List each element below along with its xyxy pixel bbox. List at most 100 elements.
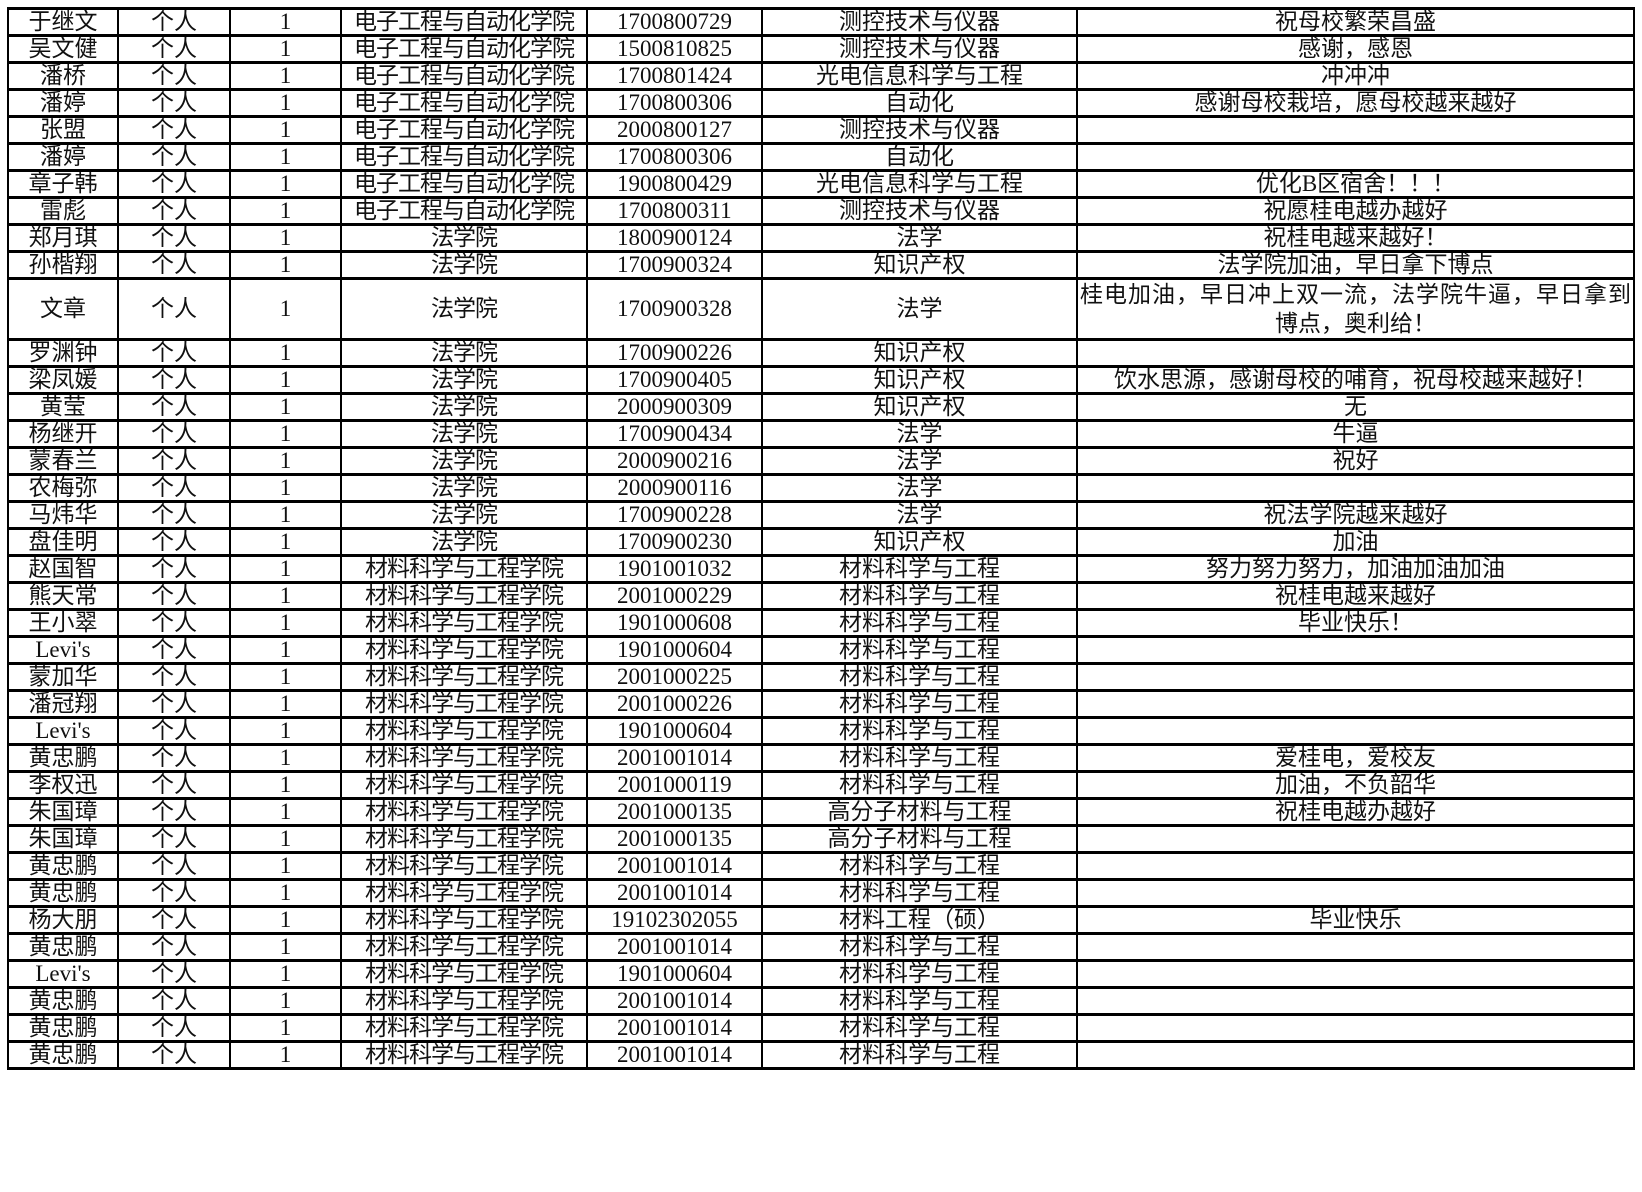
major-cell: 法学: [761, 419, 1078, 449]
college-cell: 材料科学与工程学院: [340, 986, 588, 1016]
message-cell: 祝桂电越办越好: [1076, 797, 1635, 827]
major-cell: 知识产权: [761, 338, 1078, 368]
donor-type-cell: 个人: [117, 473, 231, 503]
table-row: 熊天常 个人 1 材料科学与工程学院 2001000229 材料科学与工程 祝桂电越来越好: [7, 581, 1635, 611]
message-cell: 无: [1076, 392, 1635, 422]
table-row: 黄忠鹏 个人 1 材料科学与工程学院 2001001014 材料科学与工程 爱桂电，爱校友: [7, 743, 1635, 773]
donor-type-cell: 个人: [117, 635, 231, 665]
table-row: 蒙加华 个人 1 材料科学与工程学院 2001000225 材料科学与工程: [7, 662, 1635, 692]
college-cell: 电子工程与自动化学院: [340, 169, 588, 199]
donor-name-cell: 蒙加华: [7, 662, 119, 692]
college-cell: 电子工程与自动化学院: [340, 61, 588, 91]
college-cell: 材料科学与工程学院: [340, 635, 588, 665]
college-cell: 法学院: [340, 250, 588, 280]
message-cell: 祝母校繁荣昌盛: [1076, 7, 1635, 37]
donor-name-cell: 潘冠翔: [7, 689, 119, 719]
message-cell: 饮水思源，感谢母校的哺育，祝母校越来越好！: [1076, 365, 1635, 395]
major-cell: 法学: [761, 446, 1078, 476]
donor-type-cell: 个人: [117, 932, 231, 962]
table-row: 马炜华 个人 1 法学院 1700900228 法学 祝法学院越来越好: [7, 500, 1635, 530]
donor-type-cell: 个人: [117, 250, 231, 280]
message-cell: 爱桂电，爱校友: [1076, 743, 1635, 773]
college-cell: 材料科学与工程学院: [340, 878, 588, 908]
major-cell: 材料科学与工程: [761, 851, 1078, 881]
donor-type-cell: 个人: [117, 7, 231, 37]
message-cell: 祝愿桂电越办越好: [1076, 196, 1635, 226]
donor-name-cell: 盘佳明: [7, 527, 119, 557]
college-cell: 电子工程与自动化学院: [340, 34, 588, 64]
table-row: 朱国璋 个人 1 材料科学与工程学院 2001000135 高分子材料与工程 祝桂电越办越好: [7, 797, 1635, 827]
major-cell: 测控技术与仪器: [761, 34, 1078, 64]
major-cell: 材料科学与工程: [761, 1040, 1078, 1070]
donor-type-cell: 个人: [117, 689, 231, 719]
table-row: 朱国璋 个人 1 材料科学与工程学院 2001000135 高分子材料与工程: [7, 824, 1635, 854]
student-id-cell: 1700900228: [586, 500, 763, 530]
amount-cell: 1: [229, 473, 342, 503]
college-cell: 材料科学与工程学院: [340, 851, 588, 881]
message-cell: 祝好: [1076, 446, 1635, 476]
amount-cell: 1: [229, 932, 342, 962]
donor-name-cell: 朱国璋: [7, 797, 119, 827]
student-id-cell: 1700801424: [586, 61, 763, 91]
table-row: 潘婷 个人 1 电子工程与自动化学院 1700800306 自动化: [7, 142, 1635, 172]
college-cell: 法学院: [340, 365, 588, 395]
amount-cell: 1: [229, 716, 342, 746]
amount-cell: 1: [229, 277, 342, 341]
amount-cell: 1: [229, 851, 342, 881]
amount-cell: 1: [229, 142, 342, 172]
donor-type-cell: 个人: [117, 365, 231, 395]
message-cell: [1076, 716, 1635, 746]
college-cell: 电子工程与自动化学院: [340, 142, 588, 172]
major-cell: 高分子材料与工程: [761, 824, 1078, 854]
donor-name-cell: 李权迅: [7, 770, 119, 800]
student-id-cell: 2001000229: [586, 581, 763, 611]
amount-cell: 1: [229, 7, 342, 37]
message-cell: 毕业快乐！: [1076, 608, 1635, 638]
major-cell: 法学: [761, 223, 1078, 253]
college-cell: 材料科学与工程学院: [340, 716, 588, 746]
donor-name-cell: 黄忠鹏: [7, 1013, 119, 1043]
major-cell: 测控技术与仪器: [761, 115, 1078, 145]
donor-name-cell: 杨继开: [7, 419, 119, 449]
donor-name-cell: 潘婷: [7, 142, 119, 172]
donor-type-cell: 个人: [117, 716, 231, 746]
college-cell: 电子工程与自动化学院: [340, 7, 588, 37]
message-cell: 加油: [1076, 527, 1635, 557]
student-id-cell: 2001001014: [586, 986, 763, 1016]
student-id-cell: 2000900309: [586, 392, 763, 422]
college-cell: 法学院: [340, 446, 588, 476]
message-cell: 法学院加油，早日拿下博点: [1076, 250, 1635, 280]
table-row: 黄忠鹏 个人 1 材料科学与工程学院 2001001014 材料科学与工程: [7, 1040, 1635, 1070]
amount-cell: 1: [229, 250, 342, 280]
table-row: 李权迅 个人 1 材料科学与工程学院 2001000119 材料科学与工程 加油，不负韶华: [7, 770, 1635, 800]
donor-type-cell: 个人: [117, 1040, 231, 1070]
major-cell: 材料科学与工程: [761, 878, 1078, 908]
major-cell: 知识产权: [761, 392, 1078, 422]
student-id-cell: 2001001014: [586, 851, 763, 881]
student-id-cell: 1500810825: [586, 34, 763, 64]
table-row: Levi's 个人 1 材料科学与工程学院 1901000604 材料科学与工程: [7, 635, 1635, 665]
amount-cell: 1: [229, 223, 342, 253]
donor-type-cell: 个人: [117, 142, 231, 172]
message-cell: 感谢，感恩: [1076, 34, 1635, 64]
student-id-cell: 2001001014: [586, 1013, 763, 1043]
donor-name-cell: 黄忠鹏: [7, 878, 119, 908]
table-row: 于继文 个人 1 电子工程与自动化学院 1700800729 测控技术与仪器 祝母校繁荣昌盛: [7, 7, 1635, 37]
donor-name-cell: 郑月琪: [7, 223, 119, 253]
major-cell: 材料科学与工程: [761, 770, 1078, 800]
student-id-cell: 1800900124: [586, 223, 763, 253]
message-cell: 桂电加油，早日冲上双一流，法学院牛逼，早日拿到博点，奥利给！: [1076, 277, 1635, 341]
table-row: 郑月琪 个人 1 法学院 1800900124 法学 祝桂电越来越好！: [7, 223, 1635, 253]
student-id-cell: 2001001014: [586, 743, 763, 773]
donor-type-cell: 个人: [117, 851, 231, 881]
amount-cell: 1: [229, 878, 342, 908]
major-cell: 材料科学与工程: [761, 662, 1078, 692]
major-cell: 法学: [761, 500, 1078, 530]
major-cell: 法学: [761, 473, 1078, 503]
donor-name-cell: 黄忠鹏: [7, 932, 119, 962]
student-id-cell: 2001000225: [586, 662, 763, 692]
student-id-cell: 1700800311: [586, 196, 763, 226]
table-row: 潘桥 个人 1 电子工程与自动化学院 1700801424 光电信息科学与工程 冲冲冲: [7, 61, 1635, 91]
major-cell: 材料科学与工程: [761, 932, 1078, 962]
table-body: 于继文 个人 1 电子工程与自动化学院 1700800729 测控技术与仪器 祝母校繁荣昌盛…: [7, 7, 1635, 1070]
